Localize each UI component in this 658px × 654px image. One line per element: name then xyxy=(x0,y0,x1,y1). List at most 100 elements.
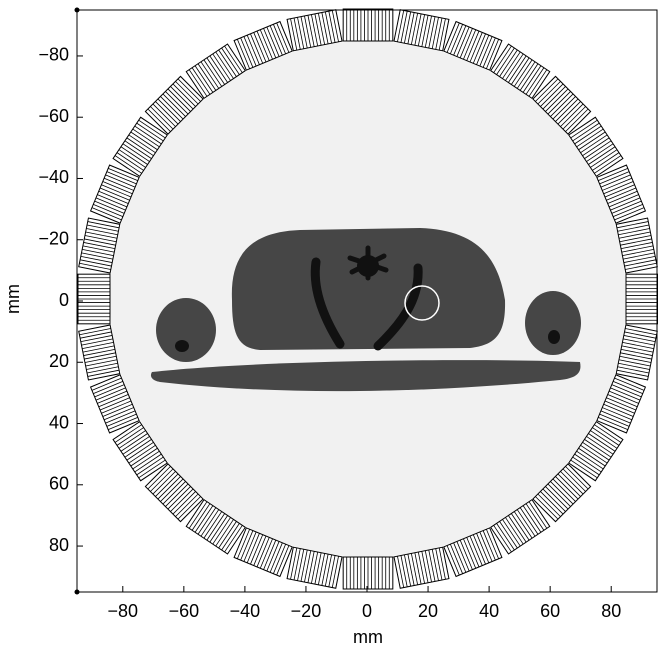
detector-element xyxy=(469,32,483,63)
detector-element xyxy=(486,39,500,69)
detector-element xyxy=(496,47,515,75)
detector-element xyxy=(224,525,243,553)
detector-element xyxy=(81,252,113,260)
detector-element xyxy=(203,511,223,539)
detector-element xyxy=(620,348,653,356)
detector-element xyxy=(607,190,638,204)
detector-block xyxy=(625,273,658,325)
detector-element xyxy=(540,83,564,107)
detector-element xyxy=(132,128,160,148)
detector-element xyxy=(311,14,319,47)
detector-element xyxy=(424,15,432,48)
y-tick-label: 20 xyxy=(49,351,69,371)
detector-element xyxy=(82,248,114,257)
detector-element xyxy=(98,190,129,204)
detector-element xyxy=(552,96,576,120)
detector-element xyxy=(253,32,267,63)
detector-element xyxy=(314,13,322,46)
x-tick-label: 40 xyxy=(479,601,499,621)
detector-element xyxy=(619,235,652,243)
detector-element xyxy=(240,530,254,561)
detector-block xyxy=(185,43,246,99)
detector-element xyxy=(552,478,576,502)
detector-element xyxy=(602,407,633,421)
detector-element xyxy=(600,174,631,188)
detector-element xyxy=(513,511,533,539)
detector-element xyxy=(99,187,130,201)
detector-element xyxy=(152,471,176,495)
detector-element xyxy=(256,537,270,568)
detector-element xyxy=(290,18,298,51)
detector-element xyxy=(482,37,496,68)
detector-element xyxy=(508,515,527,543)
detector-element xyxy=(580,134,608,154)
detector-element xyxy=(93,380,124,394)
detector-element xyxy=(565,466,589,490)
detector-element xyxy=(197,507,217,535)
detector-element xyxy=(95,387,126,401)
detector-element xyxy=(246,34,260,65)
detector-element xyxy=(620,352,652,360)
detector-element xyxy=(516,509,536,537)
detector-element xyxy=(273,24,287,55)
detector-block xyxy=(532,463,592,523)
right-arm-bone xyxy=(548,330,560,344)
detector-element xyxy=(486,529,500,559)
detector-element xyxy=(493,45,512,73)
detector-element xyxy=(215,51,234,79)
detector-element xyxy=(91,207,122,221)
detector-element xyxy=(616,369,649,377)
x-tick-label: 60 xyxy=(540,601,560,621)
detector-element xyxy=(293,548,301,581)
detector-element xyxy=(212,517,231,545)
detector-block xyxy=(568,421,624,482)
detector-block xyxy=(233,20,293,71)
detector-element xyxy=(603,403,634,417)
detector-element xyxy=(599,171,630,185)
detector-element xyxy=(505,53,524,81)
detector-element xyxy=(606,397,637,411)
detector-element xyxy=(421,15,429,47)
detector-element xyxy=(160,478,184,502)
detector-element xyxy=(540,491,564,515)
detector-element xyxy=(555,98,579,122)
detector-element xyxy=(138,119,166,139)
detector-element xyxy=(165,483,189,507)
detector-element xyxy=(624,259,656,267)
detector-element xyxy=(625,262,657,270)
detector-element xyxy=(624,331,656,339)
detector-element xyxy=(114,424,142,443)
detector-element xyxy=(191,67,211,95)
detector-element xyxy=(243,36,257,67)
detector-element xyxy=(604,400,635,414)
detector-element xyxy=(608,390,639,404)
detector-element xyxy=(321,12,329,44)
detector-element xyxy=(619,355,652,363)
detector-element xyxy=(555,476,579,500)
detector-element xyxy=(331,10,339,42)
detector-element xyxy=(250,534,264,565)
detector-element xyxy=(535,496,559,520)
detector-element xyxy=(542,86,566,110)
detector-element xyxy=(621,245,654,253)
detector-element xyxy=(580,444,608,464)
detector-element xyxy=(469,535,483,566)
detector-element xyxy=(79,328,111,336)
detector-element xyxy=(616,221,649,229)
detector-element xyxy=(101,400,132,414)
detector-element xyxy=(83,348,116,356)
detector-element xyxy=(94,200,125,214)
detector-block xyxy=(144,463,204,523)
detector-element xyxy=(80,259,112,267)
detector-element xyxy=(410,553,419,585)
detector-element xyxy=(86,224,119,232)
detector-element xyxy=(574,453,602,473)
detector-block xyxy=(615,217,658,274)
detector-element xyxy=(620,242,653,250)
detector-element xyxy=(307,551,315,583)
detector-element xyxy=(172,491,196,515)
detector-element xyxy=(297,17,305,49)
detector-element xyxy=(95,197,126,211)
detector-element xyxy=(421,551,429,583)
